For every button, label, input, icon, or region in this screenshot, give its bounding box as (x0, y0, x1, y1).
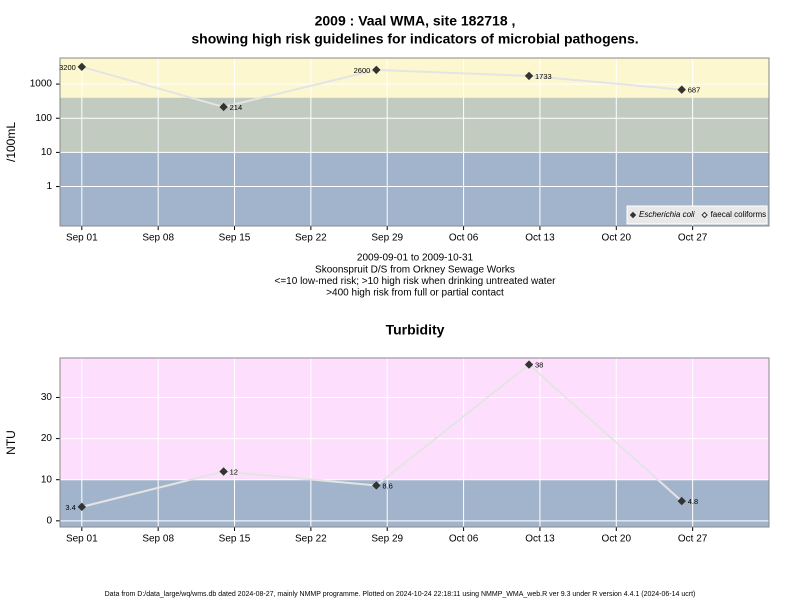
data-point (372, 65, 381, 75)
footer: Data from D:/data_large/wq/wms.db dated … (105, 591, 696, 598)
y-tick-label: 0 (46, 515, 52, 526)
x-tick-label: Sep 01 (66, 534, 98, 545)
y-tick-label: 10 (41, 474, 53, 485)
note: 2009-09-01 to 2009-10-31 (357, 253, 474, 264)
x-tick-label: Sep 29 (371, 534, 403, 545)
risk-band (60, 479, 769, 527)
y-tick-label: 1 (46, 181, 52, 192)
data-point (677, 85, 686, 94)
data-label: 687 (688, 86, 701, 95)
data-label: 12 (230, 467, 238, 476)
data-point (219, 467, 228, 476)
note: <=10 low-med risk; >10 high risk when dr… (275, 276, 557, 287)
data-point (677, 496, 686, 506)
data-label: 3200 (59, 63, 76, 72)
x-tick-label: Oct 20 (602, 534, 632, 545)
data-label: 38 (535, 361, 543, 370)
x-tick-label: Oct 27 (678, 534, 708, 545)
legend-box (626, 205, 768, 225)
x-tick-label: Sep 08 (142, 233, 174, 244)
x-tick-label: Oct 20 (602, 233, 632, 244)
chart-subtitle: showing high risk guidelines for indicat… (191, 31, 638, 47)
chart-title: Turbidity (386, 322, 445, 338)
y-tick-label: 1000 (30, 79, 53, 90)
y-tick-label: 30 (41, 392, 53, 403)
x-tick-label: Sep 22 (295, 534, 327, 545)
data-label: 4.8 (688, 497, 698, 506)
plot-frame (59, 357, 770, 528)
x-tick-label: Sep 29 (371, 233, 403, 244)
x-tick-label: Sep 15 (219, 233, 251, 244)
data-point (77, 62, 87, 72)
data-label: 2600 (354, 66, 371, 75)
chart-title: 2009 : Vaal WMA, site 182718 , (315, 13, 516, 29)
data-point (524, 360, 534, 369)
data-label: 3.4 (65, 503, 75, 512)
risk-band (60, 58, 769, 98)
y-axis-label: NTU (4, 430, 18, 455)
x-tick-label: Oct 06 (449, 233, 479, 244)
x-tick-label: Sep 22 (295, 233, 327, 244)
y-tick-label: 100 (35, 113, 52, 124)
x-tick-label: Oct 27 (678, 233, 708, 244)
legend-marker (629, 211, 637, 219)
note: Skoonspruit D/S from Orkney Sewage Works (315, 264, 515, 275)
x-tick-label: Sep 15 (219, 534, 251, 545)
x-tick-label: Sep 08 (142, 534, 174, 545)
legend-label: Escherichia coli (639, 210, 695, 219)
x-tick-label: Oct 06 (449, 534, 479, 545)
x-tick-label: Sep 01 (66, 233, 98, 244)
data-label: 8.6 (382, 481, 392, 490)
data-point (219, 102, 228, 112)
legend-label: faecal coliforms (711, 210, 767, 219)
x-tick-label: Oct 13 (525, 233, 555, 244)
y-axis-label: /100mL (4, 122, 18, 162)
data-label: 214 (230, 103, 243, 112)
risk-band (60, 358, 769, 480)
risk-band (60, 97, 769, 153)
x-tick-label: Oct 13 (525, 534, 555, 545)
data-label: 1733 (535, 72, 552, 81)
data-point (77, 502, 87, 512)
plot-frame (59, 57, 770, 227)
y-tick-label: 10 (41, 147, 53, 158)
legend-marker (701, 211, 708, 219)
note: >400 high risk from full or partial cont… (326, 288, 504, 299)
y-tick-label: 20 (41, 433, 53, 444)
data-point (524, 71, 534, 81)
data-point (372, 481, 381, 490)
